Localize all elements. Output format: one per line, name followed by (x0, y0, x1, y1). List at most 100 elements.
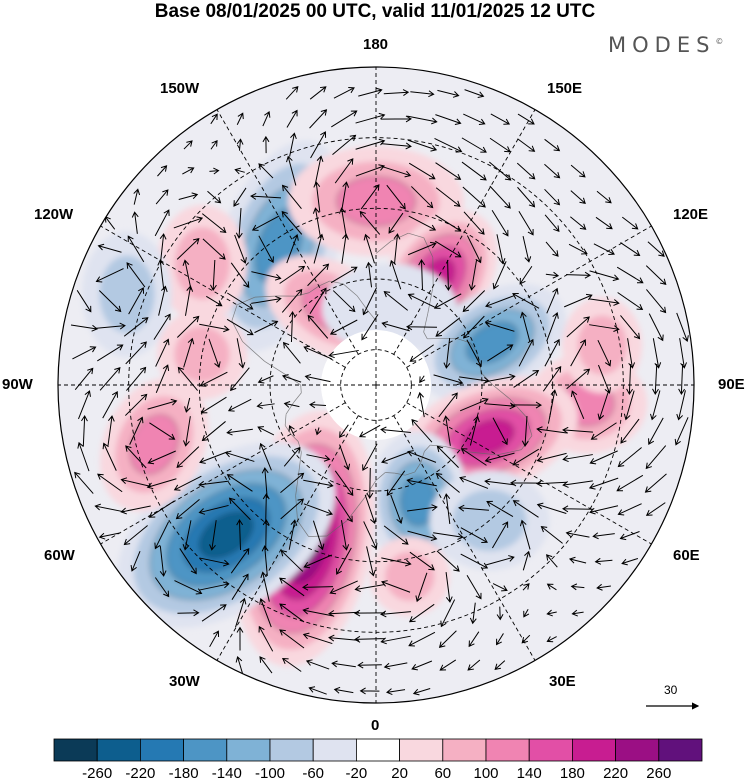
coastline-segment (236, 296, 256, 306)
wind-arrow (362, 287, 378, 316)
wind-arrow (440, 599, 456, 628)
wind-arrow (76, 290, 92, 313)
coastline-segment (255, 295, 278, 298)
wind-arrow (258, 163, 274, 179)
wind-arrow (544, 138, 561, 152)
wind-arrow (494, 660, 506, 671)
wind-arrow (251, 295, 282, 304)
wind-arrow (98, 290, 122, 313)
coastline-segment (300, 384, 302, 393)
wind-arrow (314, 155, 324, 186)
wind-arrow (334, 158, 354, 184)
wind-arrow (435, 187, 461, 207)
wind-arrow (201, 604, 227, 622)
colorbar-tick-label: 20 (391, 765, 408, 782)
wind-arrow (434, 240, 462, 258)
wind-arrow (381, 451, 411, 464)
coastline-segment (424, 444, 431, 452)
coastline-segment (525, 416, 533, 436)
colorbar-swatch (658, 738, 703, 762)
wind-arrow (458, 504, 489, 512)
wind-arrow (468, 631, 480, 648)
anomaly-contour (174, 326, 230, 383)
wind-arrow (341, 233, 349, 264)
wind-arrow (592, 532, 615, 540)
coastline-segment (318, 280, 330, 287)
meridian (406, 402, 652, 545)
wind-arrow (438, 392, 458, 418)
wind-arrow (184, 285, 194, 316)
lon-label-120e: 120E (673, 206, 709, 223)
wind-arrow (74, 471, 94, 494)
wind-arrow (95, 268, 124, 283)
wind-arrow (72, 346, 97, 360)
meridian (216, 109, 359, 355)
wind-arrow (492, 583, 508, 592)
wind-arrow (546, 287, 559, 314)
colorbar-tick-label: -60 (302, 765, 325, 782)
wind-arrow (461, 137, 487, 153)
wind-arrow (652, 363, 659, 395)
wind-arrow (466, 339, 482, 368)
wind-arrow (409, 344, 434, 362)
wind-arrow (388, 212, 404, 234)
wind-arrow (436, 550, 460, 572)
wind-arrow (102, 391, 118, 419)
wind-arrow (518, 338, 534, 367)
wind-arrow (304, 373, 331, 383)
wind-arrow (435, 214, 462, 232)
wind-arrow (588, 477, 619, 490)
wind-arrow (236, 519, 244, 551)
wind-arrow (466, 235, 482, 264)
wind-arrow (415, 572, 428, 603)
wind-arrow (236, 112, 244, 125)
coastline-segment (405, 471, 415, 476)
wind-arrow (366, 546, 376, 577)
wind-arrow (389, 259, 402, 290)
wind-arrow (522, 236, 532, 263)
wind-arrow (257, 375, 274, 384)
wind-arrow (513, 369, 540, 388)
wind-arrow (383, 662, 408, 670)
wind-arrow (484, 320, 515, 332)
wind-arrow (460, 448, 487, 466)
wind-arrow (462, 290, 486, 313)
wind-arrow (461, 161, 487, 181)
wind-arrow (230, 367, 250, 392)
wind-arrow (129, 416, 144, 445)
wind-arrow (259, 598, 272, 628)
wind-arrow (236, 338, 246, 369)
wind-arrow (283, 401, 300, 408)
coastline-segment (492, 384, 511, 400)
wind-arrow (406, 477, 437, 487)
wind-arrow (546, 312, 559, 342)
wind-arrow (407, 530, 438, 541)
wind-arrow (303, 554, 332, 569)
wind-arrow (593, 243, 615, 256)
wind-vectors (70, 86, 689, 696)
wind-arrow (130, 550, 141, 572)
wind-arrow (184, 397, 191, 413)
brand-logo: MODES© (608, 33, 724, 57)
lon-label-90w: 90W (2, 376, 33, 393)
wind-arrow (496, 633, 504, 646)
wind-arrow (491, 521, 509, 549)
wind-arrow (302, 607, 333, 617)
coastline-segment (390, 232, 409, 242)
wind-arrow (120, 505, 151, 515)
wind-arrow (437, 89, 460, 98)
colorbar-tick-label: -100 (254, 765, 286, 782)
wind-arrow (157, 259, 165, 290)
wind-arrow (331, 110, 358, 128)
wind-arrow (462, 315, 485, 339)
wind-arrow (202, 238, 226, 260)
lon-label-30w: 30W (169, 673, 200, 690)
graticule (58, 67, 694, 703)
coastline-segment (346, 498, 365, 521)
coastline-segment (408, 232, 424, 239)
wind-arrow (198, 480, 229, 488)
wind-arrow (648, 313, 664, 342)
wind-arrow (542, 365, 562, 392)
wind-arrow (303, 479, 334, 489)
wind-arrow (233, 187, 247, 207)
